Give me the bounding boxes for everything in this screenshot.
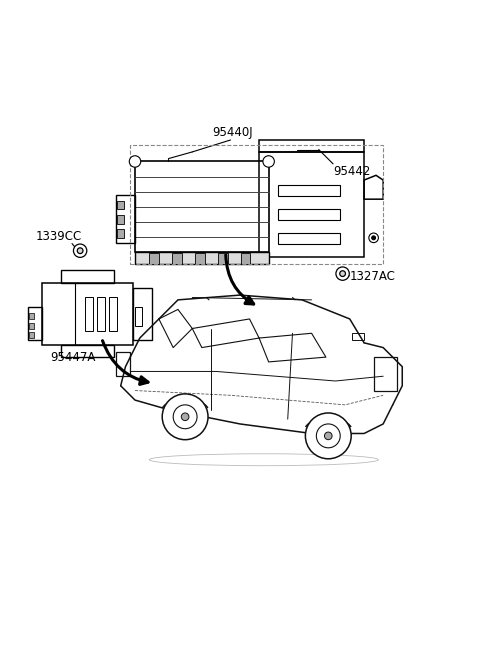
Bar <box>29 332 34 338</box>
Bar <box>373 357 397 390</box>
Circle shape <box>372 236 375 240</box>
Circle shape <box>162 394 208 440</box>
Bar <box>149 253 159 263</box>
Bar <box>259 152 364 257</box>
Text: 1327AC: 1327AC <box>350 269 396 283</box>
Bar <box>195 253 204 263</box>
Bar <box>278 185 340 196</box>
Bar <box>61 345 114 357</box>
Bar <box>352 333 364 340</box>
Bar <box>135 162 269 252</box>
Bar <box>117 200 124 209</box>
Bar <box>259 140 364 152</box>
Bar <box>135 307 142 326</box>
Bar <box>117 215 124 223</box>
Bar <box>241 253 251 263</box>
Bar <box>278 233 340 244</box>
Bar <box>28 307 42 340</box>
Circle shape <box>77 248 83 254</box>
Bar <box>218 253 228 263</box>
Text: 95447A: 95447A <box>50 351 96 364</box>
Bar <box>42 283 132 345</box>
Bar <box>172 253 182 263</box>
Circle shape <box>369 233 378 242</box>
Bar <box>130 145 383 264</box>
Bar <box>85 298 94 331</box>
Text: 1339CC: 1339CC <box>36 229 82 242</box>
Circle shape <box>340 271 346 277</box>
Bar <box>116 352 130 376</box>
Bar <box>109 298 117 331</box>
Bar <box>29 313 34 319</box>
Bar <box>116 195 135 242</box>
Circle shape <box>263 156 275 167</box>
Circle shape <box>129 156 141 167</box>
Bar <box>61 270 114 283</box>
Bar <box>278 209 340 219</box>
Circle shape <box>336 267 349 281</box>
Circle shape <box>316 424 340 448</box>
Bar <box>135 252 269 264</box>
Circle shape <box>73 244 87 258</box>
Bar <box>132 288 152 340</box>
Text: 95442: 95442 <box>333 165 371 178</box>
Circle shape <box>305 413 351 459</box>
Circle shape <box>173 405 197 429</box>
Circle shape <box>181 413 189 420</box>
Bar <box>117 229 124 238</box>
Bar <box>29 323 34 328</box>
Text: 95440J: 95440J <box>213 126 253 139</box>
Circle shape <box>324 432 332 440</box>
Bar <box>97 298 106 331</box>
